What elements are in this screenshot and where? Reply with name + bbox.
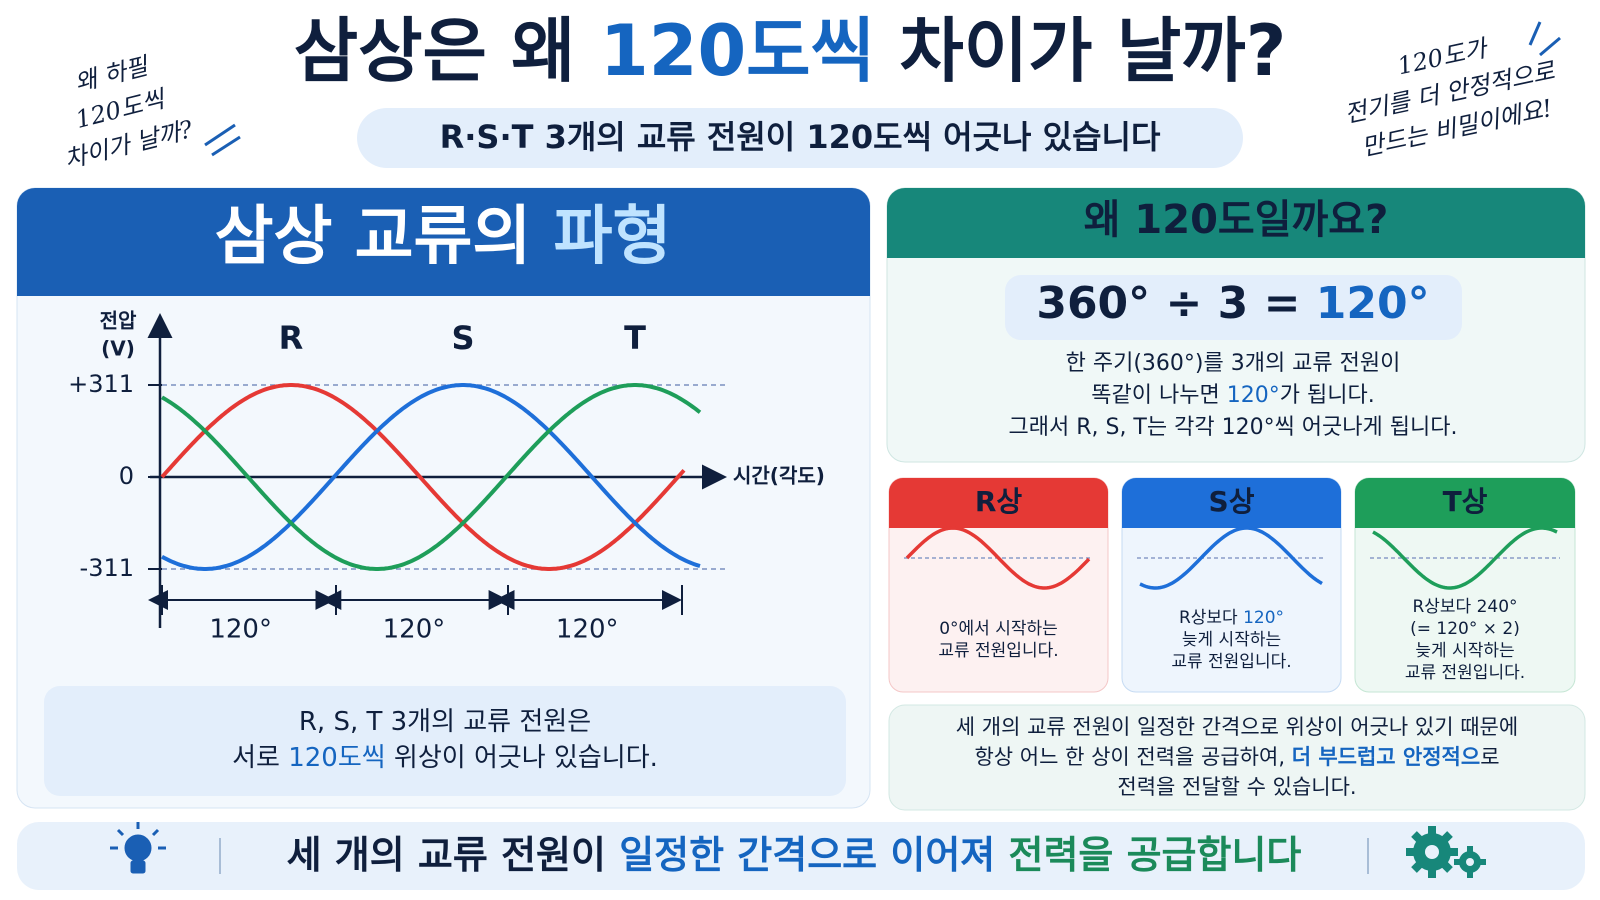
card-line-part: 늦게 시작하는: [1415, 641, 1514, 661]
spacing-label: 120°: [556, 615, 619, 645]
caption-box: [44, 686, 846, 796]
caption-line-part: 120도씩: [288, 743, 385, 773]
why-line-part: 그래서 R, S, T는 각각 120°씩 어긋나게 됩니다.: [1009, 415, 1458, 440]
card-wave: [1139, 526, 1323, 590]
caption-line-part: 위상이 어긋나 있습니다.: [386, 743, 658, 773]
r-card-header: [889, 478, 1108, 528]
why-line-part: 한 주기(360°)를 3개의 교류 전원이: [1066, 351, 1401, 376]
y-tick-label: 0: [119, 462, 134, 490]
caption-line: R, S, T 3개의 교류 전원은: [299, 707, 591, 737]
why-line: 똑같이 나누면 120°가 됩니다.: [1091, 383, 1374, 408]
waveform-title-part: 파형: [554, 200, 672, 274]
phase-label: S: [451, 319, 474, 357]
why-line-part: 똑같이 나누면: [1091, 383, 1226, 408]
formula: 360° ÷ 3 = 120°: [1036, 278, 1429, 329]
card-line: 교류 전원입니다.: [938, 641, 1058, 661]
summary-line: 세 개의 교류 전원이 일정한 간격으로 위상이 어긋나 있기 때문에: [956, 715, 1518, 739]
y-axis-label: (V): [101, 337, 135, 361]
y-axis-label: 전압: [100, 309, 137, 333]
card-line: R상보다 120°: [1179, 608, 1284, 628]
summary-line-part: 항상 어느 한 상이 전력을 공급하여,: [974, 745, 1291, 769]
card-title: T상: [1443, 485, 1488, 518]
footer-text-part: 일정한 간격으로 이어져: [619, 833, 1008, 877]
gear-icon: [1406, 826, 1486, 878]
why-line-part: 120°: [1227, 383, 1280, 408]
phase-wave: [160, 383, 702, 571]
formula-part: 360° ÷ 3 =: [1036, 278, 1315, 329]
summary-line: 항상 어느 한 상이 전력을 공급하여, 더 부드럽고 안정적으로: [974, 745, 1499, 769]
phase-label: T: [624, 319, 646, 357]
card-line-part: (= 120° × 2): [1410, 619, 1520, 639]
card-line: 0°에서 시작하는: [939, 619, 1058, 639]
card-line: 교류 전원입니다.: [1171, 652, 1291, 672]
card-line-part: 120°: [1243, 608, 1284, 628]
card-wave: [1372, 526, 1558, 590]
caption-line-part: 서로: [232, 743, 288, 773]
why-header: [887, 188, 1585, 258]
summary-line-part: 전력을 전달할 수 있습니다.: [1117, 775, 1356, 799]
caption-line: 서로 120도씩 위상이 어긋나 있습니다.: [232, 743, 658, 773]
subtitle-pill: [357, 108, 1243, 168]
card-line-part: 늦게 시작하는: [1182, 630, 1281, 650]
card-line-part: 교류 전원입니다.: [1171, 652, 1291, 672]
footer-bar: [17, 822, 1585, 890]
subtitle: R·S·T 3개의 교류 전원이 120도씩 어긋나 있습니다: [440, 118, 1161, 156]
summary-line-part: 세 개의 교류 전원이 일정한 간격으로 위상이 어긋나 있기 때문에: [956, 715, 1518, 739]
card-line: (= 120° × 2): [1410, 619, 1520, 639]
why-line-part: 가 됩니다.: [1280, 383, 1375, 408]
scribble: [204, 21, 1561, 157]
card-line: 늦게 시작하는: [1182, 630, 1281, 650]
summary-line-part: 더 부드럽고 안정적으: [1292, 745, 1481, 769]
spacing-label: 120°: [209, 615, 272, 645]
card-line: 교류 전원입니다.: [1405, 663, 1525, 683]
x-axis-label: 시간(각도): [733, 464, 825, 488]
summary-line-part: 로: [1480, 745, 1499, 769]
formula-box: [1005, 275, 1462, 340]
formula-part: 120°: [1316, 278, 1430, 329]
card-title: R상: [975, 485, 1023, 518]
why-line: 한 주기(360°)를 3개의 교류 전원이: [1066, 351, 1401, 376]
t-card-header: [1355, 478, 1575, 528]
y-tick-label: -311: [80, 554, 134, 582]
waveform-header: [17, 188, 870, 296]
y-tick-label: +311: [68, 370, 134, 398]
bulb-icon: [110, 822, 166, 874]
card-wave: [905, 526, 1091, 590]
why-line: 그래서 R, S, T는 각각 120°씩 어긋나게 됩니다.: [1009, 415, 1458, 440]
footer-text-part: 세 개의 교류 전원이: [287, 833, 620, 877]
phase-wave: [160, 383, 686, 571]
footer-text-part: 전력을 공급합니다: [1008, 833, 1301, 877]
card-line: R상보다 240°: [1412, 597, 1517, 617]
card-line-part: 0°에서 시작하는: [939, 619, 1058, 639]
title-part: 120도씩: [600, 10, 875, 92]
card-line-part: R상보다 240°: [1412, 597, 1517, 617]
card-line: 늦게 시작하는: [1415, 641, 1514, 661]
s-card-header: [1122, 478, 1341, 528]
spacing-label: 120°: [383, 615, 446, 645]
caption-line-part: R, S, T 3개의 교류 전원은: [299, 707, 591, 737]
card-line-part: R상보다: [1179, 608, 1243, 628]
card-title: S상: [1209, 485, 1255, 518]
waveform-title-part: 삼상 교류의: [215, 200, 554, 274]
title: 삼상은 왜 120도씩 차이가 날까?: [294, 10, 1287, 92]
summary-line: 전력을 전달할 수 있습니다.: [1117, 775, 1356, 799]
title-part: 삼상은 왜: [294, 10, 600, 92]
title-part: 차이가 날까?: [875, 10, 1286, 92]
waveform-title: 삼상 교류의 파형: [215, 200, 672, 274]
summary-box: [888, 704, 1586, 811]
card-line-part: 교류 전원입니다.: [938, 641, 1058, 661]
phase-label: R: [279, 319, 304, 357]
why-title: 왜 120도일까요?: [1084, 197, 1389, 243]
phase-wave: [161, 383, 701, 571]
card-line-part: 교류 전원입니다.: [1405, 663, 1525, 683]
footer-text: 세 개의 교류 전원이 일정한 간격으로 이어져 전력을 공급합니다: [287, 833, 1302, 877]
